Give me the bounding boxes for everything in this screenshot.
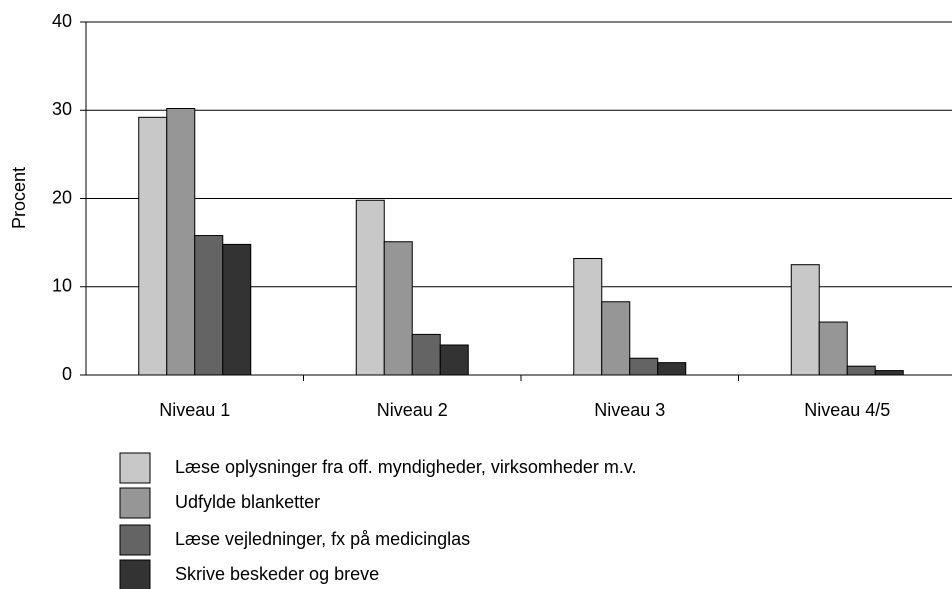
bar — [355, 199, 385, 376]
bar — [629, 357, 659, 376]
bar — [573, 258, 603, 376]
legend-label: Udfylde blanketter — [175, 492, 320, 512]
legend-swatch — [119, 487, 151, 519]
legend-swatch — [119, 524, 151, 556]
legend-label: Læse oplysninger fra off. myndigheder, v… — [175, 457, 637, 477]
bar — [657, 362, 687, 376]
bar — [439, 344, 469, 376]
y-tick-label: 0 — [62, 364, 72, 384]
legend-swatch — [119, 452, 151, 484]
x-tick-label: Niveau 3 — [594, 400, 665, 420]
bar — [411, 333, 441, 376]
bar — [166, 107, 196, 376]
y-tick-label: 20 — [52, 187, 72, 207]
bar — [874, 370, 904, 376]
bar — [790, 264, 820, 376]
bar — [818, 321, 848, 376]
y-tick-label: 30 — [52, 99, 72, 119]
bar — [222, 243, 252, 376]
legend-label: Læse vejledninger, fx på medicinglas — [175, 529, 470, 549]
bar — [601, 301, 631, 376]
x-tick-label: Niveau 1 — [159, 400, 230, 420]
bar — [383, 241, 413, 376]
legend-label: Skrive beskeder og breve — [175, 564, 379, 584]
x-tick-label: Niveau 2 — [377, 400, 448, 420]
y-axis-label: Procent — [9, 167, 29, 229]
bar — [138, 116, 168, 376]
y-tick-label: 40 — [52, 11, 72, 31]
x-tick-label: Niveau 4/5 — [804, 400, 890, 420]
y-tick-label: 10 — [52, 276, 72, 296]
bar — [846, 365, 876, 376]
legend-swatch — [119, 559, 151, 589]
bar — [194, 235, 224, 376]
